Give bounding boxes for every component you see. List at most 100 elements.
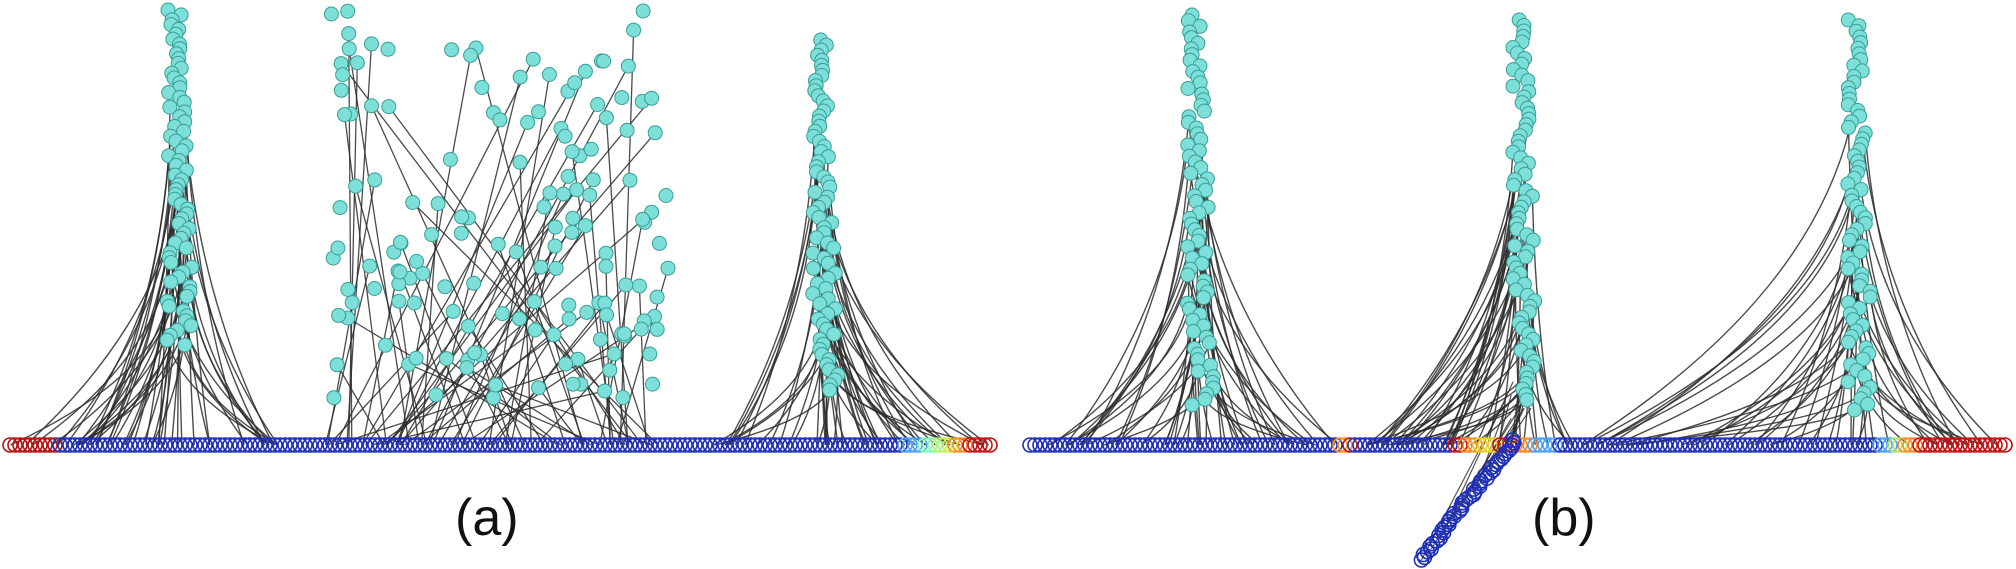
leaf-node bbox=[1117, 437, 1133, 453]
cluster-node bbox=[344, 295, 360, 311]
cluster-node bbox=[583, 141, 599, 157]
cluster-node bbox=[1862, 289, 1878, 305]
leaf-node bbox=[422, 437, 438, 453]
tree-edge bbox=[1862, 138, 1983, 446]
tree-edge bbox=[1847, 268, 1961, 446]
branch-leaf-node bbox=[1416, 549, 1433, 566]
cluster-node bbox=[159, 332, 175, 348]
leaf-node bbox=[182, 437, 198, 453]
cluster-node bbox=[467, 345, 482, 361]
leaf-node bbox=[1302, 437, 1318, 453]
branch-leaf-node bbox=[1424, 535, 1441, 552]
leaf-node bbox=[1707, 437, 1723, 453]
leaf-node bbox=[1522, 437, 1538, 453]
leaf-node bbox=[122, 437, 138, 453]
tree-edge bbox=[1365, 344, 1527, 446]
leaf-node bbox=[327, 437, 343, 453]
leaf-node bbox=[702, 437, 718, 453]
leaf-node bbox=[612, 437, 628, 453]
cluster-node bbox=[812, 296, 828, 312]
cluster-nodes-b bbox=[1179, 7, 1878, 418]
leaf-node bbox=[382, 437, 398, 453]
cluster-nodes-a bbox=[159, 2, 846, 406]
cluster-node bbox=[349, 55, 365, 71]
leaf-node bbox=[1527, 437, 1543, 453]
cluster-node bbox=[337, 107, 352, 123]
leaf-node bbox=[352, 437, 368, 453]
leaf-node bbox=[802, 437, 818, 453]
leaf-node bbox=[1922, 437, 1938, 453]
leaf-node bbox=[887, 437, 903, 453]
leaf-node bbox=[1747, 437, 1763, 453]
leaf-node bbox=[1402, 437, 1418, 453]
leaf-node bbox=[72, 437, 88, 453]
tree-edge bbox=[453, 193, 565, 446]
leaf-node bbox=[507, 437, 523, 453]
tree-edge bbox=[1118, 156, 1190, 446]
leaf-node bbox=[1947, 437, 1963, 453]
cluster-node bbox=[1841, 119, 1856, 135]
tree-edge bbox=[395, 122, 529, 446]
leaf-node bbox=[137, 437, 153, 453]
tree-edge bbox=[619, 30, 635, 446]
cluster-node bbox=[1196, 103, 1212, 119]
leaf-node bbox=[1977, 437, 1993, 453]
leaf-node bbox=[867, 437, 883, 453]
cluster-node bbox=[161, 298, 177, 314]
leaf-node bbox=[557, 437, 573, 453]
cluster-node bbox=[1183, 165, 1199, 181]
leaf-node bbox=[677, 437, 693, 453]
cluster-node bbox=[596, 53, 612, 69]
leaf-node bbox=[977, 437, 993, 453]
tree-edge bbox=[189, 291, 274, 446]
leaf-node bbox=[157, 437, 173, 453]
leaf-node bbox=[1312, 437, 1328, 453]
tree-edge bbox=[1864, 375, 1985, 446]
leaf-node bbox=[242, 437, 258, 453]
leaf-node bbox=[332, 437, 348, 453]
leaf-node bbox=[262, 437, 278, 453]
leaf-node bbox=[607, 437, 623, 453]
cluster-node bbox=[364, 98, 379, 114]
cluster-node bbox=[826, 326, 842, 342]
leaf-node bbox=[1982, 437, 1998, 453]
leaf-node bbox=[1392, 437, 1408, 453]
leaf-node bbox=[552, 437, 568, 453]
leaf-node bbox=[692, 437, 708, 453]
tree-edge bbox=[834, 308, 867, 446]
leaf-node bbox=[1062, 437, 1078, 453]
leaf-node bbox=[207, 437, 223, 453]
leaf-node bbox=[42, 437, 58, 453]
cluster-node bbox=[1840, 261, 1856, 277]
tree-edge bbox=[51, 272, 184, 446]
leaf-node bbox=[1367, 437, 1383, 453]
cluster-node bbox=[1180, 81, 1196, 96]
cluster-node bbox=[622, 172, 638, 188]
leaf-node bbox=[827, 437, 843, 453]
cluster-node bbox=[329, 357, 345, 373]
cluster-node bbox=[644, 90, 660, 106]
leaf-node bbox=[1417, 437, 1433, 453]
leaf-node bbox=[1672, 437, 1688, 453]
leaf-node bbox=[1537, 437, 1553, 453]
leaf-node bbox=[427, 437, 443, 453]
leaf-node bbox=[842, 437, 858, 453]
leaf-node bbox=[447, 437, 463, 453]
tree-edge bbox=[180, 179, 279, 446]
leaf-node bbox=[662, 437, 678, 453]
tree-edge bbox=[467, 325, 545, 446]
leaf-node bbox=[412, 437, 428, 453]
cluster-node bbox=[547, 219, 563, 235]
tree-edge bbox=[1529, 306, 1568, 446]
cluster-node bbox=[445, 303, 461, 319]
tree-edge bbox=[371, 390, 605, 446]
cluster-node bbox=[1505, 78, 1521, 94]
leaf-node bbox=[737, 437, 753, 453]
leaf-node bbox=[902, 437, 918, 453]
leaf-node bbox=[1802, 437, 1818, 453]
leaf-node bbox=[1877, 437, 1893, 453]
cluster-node bbox=[393, 234, 408, 250]
leaf-node bbox=[1907, 437, 1923, 453]
cluster-node bbox=[520, 114, 536, 130]
tree-edge bbox=[1105, 325, 1205, 446]
